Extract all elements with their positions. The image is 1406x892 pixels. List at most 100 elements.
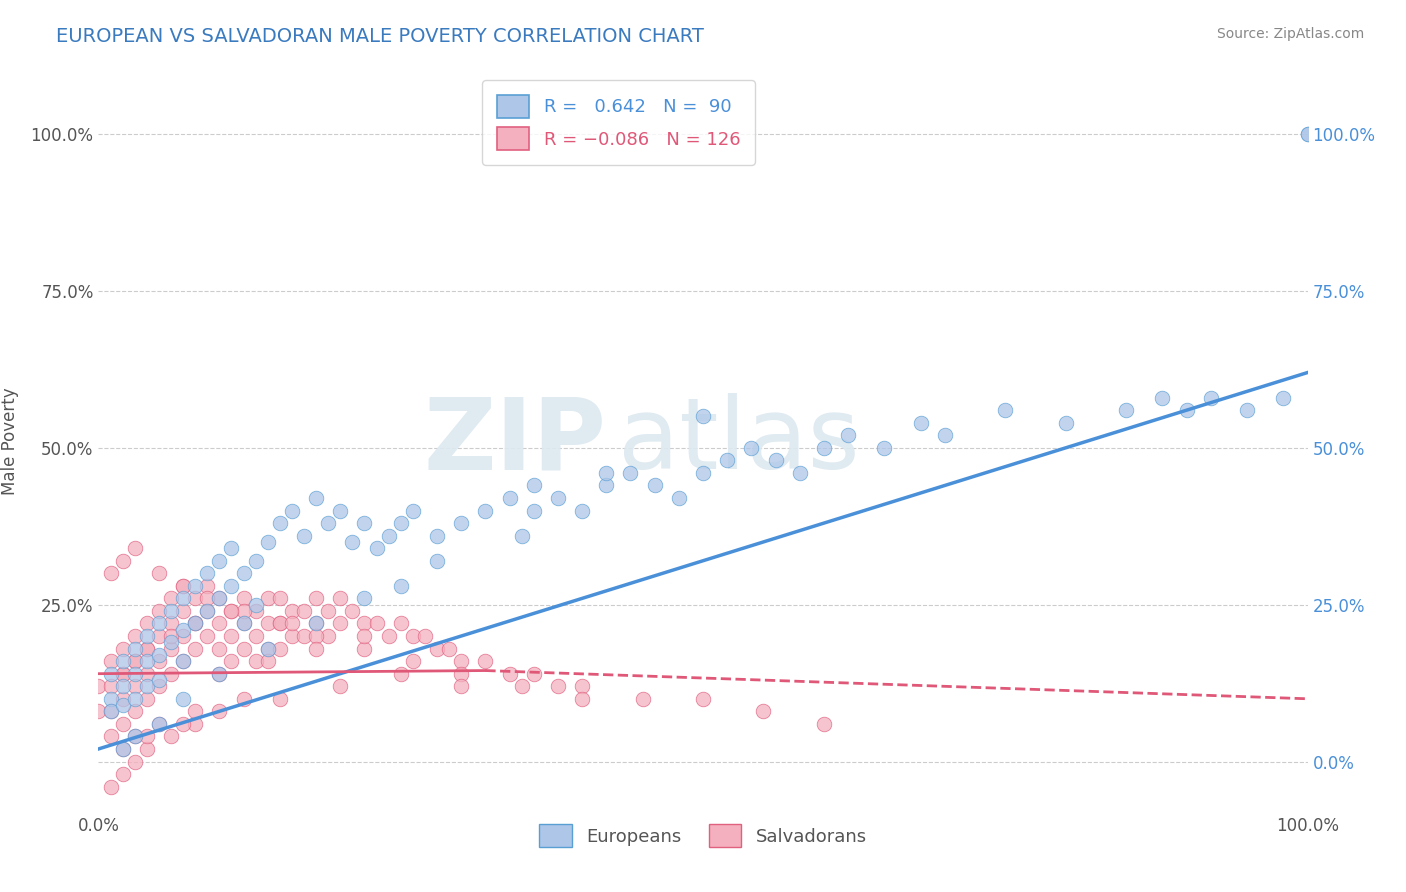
Point bbox=[135, 641, 157, 656]
Point bbox=[450, 666, 472, 681]
Point bbox=[148, 604, 170, 618]
Point bbox=[934, 428, 956, 442]
Point bbox=[195, 579, 218, 593]
Point bbox=[195, 566, 218, 581]
Point bbox=[426, 554, 449, 568]
Point bbox=[208, 666, 231, 681]
Point bbox=[437, 641, 460, 656]
Point bbox=[160, 604, 183, 618]
Point bbox=[281, 629, 304, 643]
Point bbox=[269, 691, 291, 706]
Point bbox=[221, 604, 243, 618]
Point bbox=[195, 591, 218, 606]
Point bbox=[208, 704, 231, 718]
Point bbox=[269, 516, 291, 530]
Point bbox=[873, 441, 896, 455]
Point bbox=[160, 641, 183, 656]
Point bbox=[208, 591, 231, 606]
Point bbox=[148, 654, 170, 668]
Point bbox=[1296, 127, 1319, 141]
Point bbox=[111, 654, 134, 668]
Point bbox=[523, 666, 546, 681]
Point bbox=[184, 591, 207, 606]
Point bbox=[124, 641, 146, 656]
Point bbox=[208, 666, 231, 681]
Point bbox=[100, 691, 122, 706]
Point bbox=[100, 654, 122, 668]
Point bbox=[232, 566, 254, 581]
Point bbox=[135, 641, 157, 656]
Text: atlas: atlas bbox=[619, 393, 860, 490]
Point bbox=[510, 679, 533, 693]
Point bbox=[111, 691, 134, 706]
Point bbox=[413, 629, 436, 643]
Point bbox=[547, 491, 569, 505]
Point bbox=[256, 616, 278, 631]
Point bbox=[148, 673, 170, 687]
Point bbox=[172, 623, 194, 637]
Point bbox=[269, 591, 291, 606]
Point bbox=[124, 654, 146, 668]
Point bbox=[305, 616, 328, 631]
Point bbox=[124, 691, 146, 706]
Point bbox=[232, 616, 254, 631]
Point bbox=[124, 666, 146, 681]
Point bbox=[148, 679, 170, 693]
Point bbox=[160, 730, 183, 744]
Point bbox=[813, 441, 835, 455]
Point bbox=[124, 704, 146, 718]
Point bbox=[256, 591, 278, 606]
Point bbox=[329, 616, 352, 631]
Point bbox=[124, 629, 146, 643]
Point bbox=[305, 491, 328, 505]
Point bbox=[232, 616, 254, 631]
Point bbox=[281, 604, 304, 618]
Point bbox=[269, 616, 291, 631]
Point bbox=[281, 616, 304, 631]
Point bbox=[111, 641, 134, 656]
Point bbox=[389, 579, 412, 593]
Point bbox=[305, 616, 328, 631]
Point bbox=[692, 691, 714, 706]
Point bbox=[402, 654, 425, 668]
Point bbox=[148, 717, 170, 731]
Point bbox=[342, 604, 364, 618]
Point bbox=[160, 666, 183, 681]
Point bbox=[450, 516, 472, 530]
Point bbox=[245, 554, 267, 568]
Point bbox=[329, 503, 352, 517]
Point bbox=[111, 679, 134, 693]
Point bbox=[498, 491, 520, 505]
Point bbox=[765, 453, 787, 467]
Point bbox=[111, 666, 134, 681]
Point bbox=[87, 704, 110, 718]
Point bbox=[135, 666, 157, 681]
Point bbox=[329, 679, 352, 693]
Point bbox=[474, 654, 496, 668]
Text: EUROPEAN VS SALVADORAN MALE POVERTY CORRELATION CHART: EUROPEAN VS SALVADORAN MALE POVERTY CORR… bbox=[56, 27, 704, 45]
Legend: Europeans, Salvadorans: Europeans, Salvadorans bbox=[531, 817, 875, 855]
Point bbox=[184, 616, 207, 631]
Point bbox=[232, 691, 254, 706]
Point bbox=[135, 629, 157, 643]
Point bbox=[245, 654, 267, 668]
Point bbox=[172, 591, 194, 606]
Point bbox=[571, 691, 593, 706]
Point bbox=[195, 604, 218, 618]
Point bbox=[111, 767, 134, 781]
Point bbox=[353, 641, 375, 656]
Point bbox=[172, 717, 194, 731]
Point bbox=[208, 554, 231, 568]
Point bbox=[1152, 391, 1174, 405]
Point bbox=[269, 641, 291, 656]
Point bbox=[124, 730, 146, 744]
Point bbox=[292, 629, 315, 643]
Point bbox=[100, 704, 122, 718]
Point bbox=[111, 742, 134, 756]
Point bbox=[111, 717, 134, 731]
Point bbox=[184, 616, 207, 631]
Point bbox=[1272, 391, 1295, 405]
Point bbox=[245, 629, 267, 643]
Point bbox=[148, 717, 170, 731]
Point bbox=[910, 416, 932, 430]
